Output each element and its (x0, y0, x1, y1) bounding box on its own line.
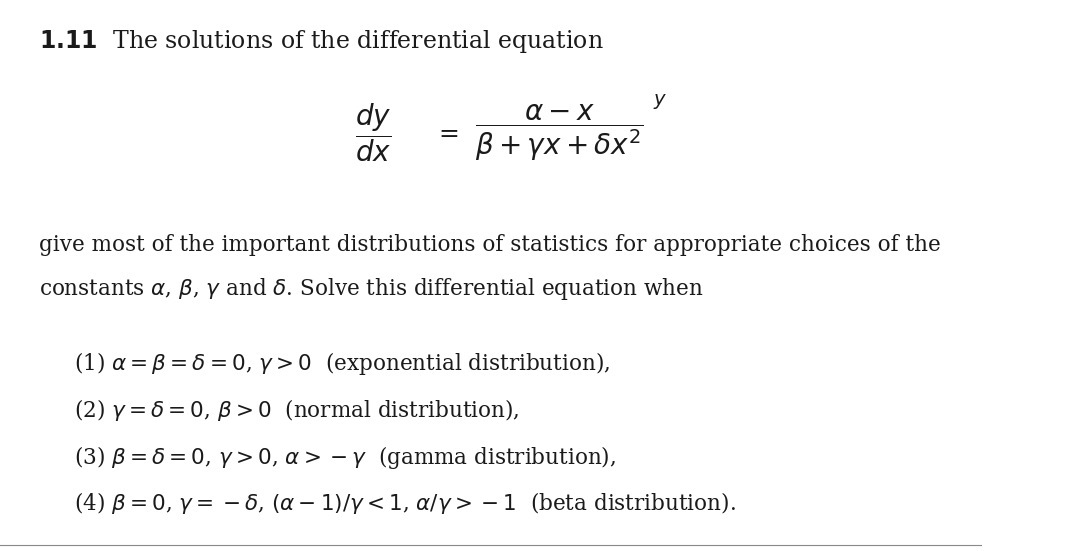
Text: (2) $\gamma = \delta = 0$, $\beta > 0$  (normal distribution),: (2) $\gamma = \delta = 0$, $\beta > 0$ (… (73, 397, 519, 423)
Text: $\dfrac{\alpha - x}{\beta + \gamma x + \delta x^2}$: $\dfrac{\alpha - x}{\beta + \gamma x + \… (475, 102, 644, 163)
Text: give most of the important distributions of statistics for appropriate choices o: give most of the important distributions… (39, 234, 941, 256)
Text: (4) $\beta = 0$, $\gamma = -\delta$, $(\alpha - 1)/\gamma < 1$, $\alpha/\gamma >: (4) $\beta = 0$, $\gamma = -\delta$, $(\… (73, 490, 735, 516)
Text: constants $\alpha$, $\beta$, $\gamma$ and $\delta$. Solve this differential equa: constants $\alpha$, $\beta$, $\gamma$ an… (39, 276, 704, 301)
Text: $\dfrac{dy}{dx}$: $\dfrac{dy}{dx}$ (355, 101, 391, 164)
Text: $\mathbf{1.11}$  The solutions of the differential equation: $\mathbf{1.11}$ The solutions of the dif… (39, 28, 604, 55)
Text: $y$: $y$ (653, 93, 667, 111)
Text: (1) $\alpha = \beta = \delta = 0$, $\gamma > 0$  (exponential distribution),: (1) $\alpha = \beta = \delta = 0$, $\gam… (73, 350, 610, 377)
Text: $=$: $=$ (434, 121, 459, 144)
Text: (3) $\beta = \delta = 0$, $\gamma > 0$, $\alpha > -\gamma$  (gamma distribution): (3) $\beta = \delta = 0$, $\gamma > 0$, … (73, 444, 616, 471)
